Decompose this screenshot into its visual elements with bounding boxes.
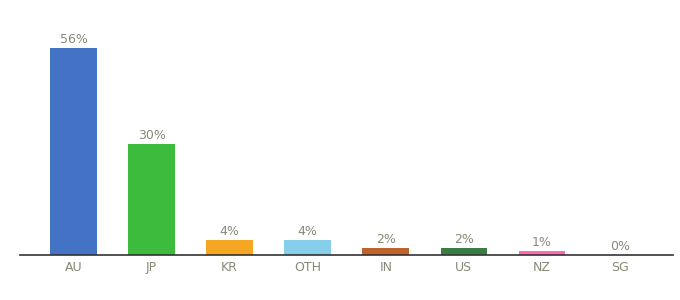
Bar: [128, 144, 175, 255]
Text: 2%: 2%: [376, 233, 396, 246]
Bar: [206, 240, 253, 255]
Bar: [519, 251, 566, 255]
Text: 2%: 2%: [454, 233, 474, 246]
Bar: [362, 248, 409, 255]
Bar: [441, 248, 488, 255]
Text: 30%: 30%: [137, 129, 165, 142]
Bar: [284, 240, 331, 255]
Text: 56%: 56%: [60, 33, 88, 46]
Text: 4%: 4%: [298, 225, 318, 239]
Text: 4%: 4%: [220, 225, 239, 239]
Text: 0%: 0%: [610, 240, 630, 253]
Text: 1%: 1%: [532, 236, 552, 250]
Bar: [50, 48, 97, 255]
